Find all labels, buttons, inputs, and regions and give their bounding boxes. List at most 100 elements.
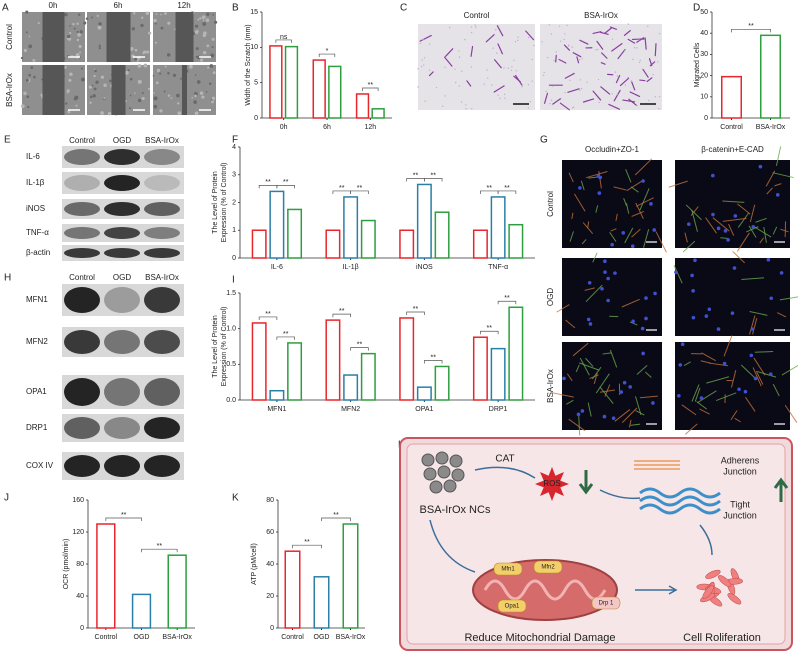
texture xyxy=(211,100,214,104)
nucleus xyxy=(743,389,748,394)
pore xyxy=(639,59,641,61)
x-tick-label: OGD xyxy=(134,634,150,641)
cell xyxy=(628,98,637,106)
texture xyxy=(98,22,102,26)
pore xyxy=(490,84,493,86)
micrograph xyxy=(418,24,535,110)
texture xyxy=(131,27,135,31)
y-axis-label: ATP (pM/cell) xyxy=(251,543,258,585)
pore xyxy=(614,71,617,73)
texture xyxy=(137,79,142,84)
y-tick-label: 1.0 xyxy=(226,326,236,333)
cell-signal xyxy=(582,222,594,235)
cell-signal xyxy=(730,410,738,420)
row-label: IL-1β xyxy=(26,178,45,187)
cell-signal xyxy=(751,225,772,238)
pore xyxy=(487,77,489,79)
pore xyxy=(448,26,451,29)
texture xyxy=(67,34,71,39)
pore xyxy=(422,39,424,41)
texture xyxy=(153,92,155,94)
texture xyxy=(30,66,34,70)
pore xyxy=(630,80,633,83)
blot-band xyxy=(64,287,100,313)
row-label: OPA1 xyxy=(26,387,47,396)
texture xyxy=(152,74,155,77)
blot-band xyxy=(64,175,100,191)
pore xyxy=(551,85,554,87)
fluorescence-image xyxy=(675,342,790,430)
ros-burst xyxy=(535,467,569,501)
texture xyxy=(26,95,30,98)
nucleus xyxy=(704,314,709,318)
nucleus xyxy=(732,266,737,270)
pore xyxy=(503,67,505,69)
cell-signal xyxy=(655,231,667,253)
texture xyxy=(65,102,68,105)
column-label: Occludin+ZO-1 xyxy=(585,145,640,154)
significance-bracket xyxy=(480,330,499,335)
pore xyxy=(442,105,444,107)
pore xyxy=(616,75,619,77)
cell xyxy=(648,58,653,67)
texture xyxy=(76,38,80,42)
pore xyxy=(627,76,629,79)
pore xyxy=(550,33,553,35)
texture xyxy=(100,111,104,115)
nucleus xyxy=(598,175,603,180)
bar xyxy=(284,550,301,629)
pore xyxy=(428,69,431,71)
row-label: iNOS xyxy=(26,204,45,213)
nanoparticle xyxy=(437,465,451,479)
blot-band xyxy=(64,330,100,354)
cell-signal xyxy=(578,414,581,436)
decrease-arrow xyxy=(578,470,594,495)
y-tick-label: 1.5 xyxy=(226,290,236,297)
y-tick-label: 50 xyxy=(700,9,708,16)
texture xyxy=(28,73,31,77)
blot-band xyxy=(144,455,180,477)
texture xyxy=(76,22,79,26)
cell-signal xyxy=(572,342,589,357)
cell-signal xyxy=(722,200,745,203)
bar xyxy=(360,219,376,259)
cell-signal xyxy=(565,319,576,329)
nucleus xyxy=(651,401,655,405)
blot-band xyxy=(64,227,100,239)
protein-label: Drp 1 xyxy=(599,601,614,607)
texture xyxy=(207,66,210,69)
blot-band xyxy=(104,455,140,477)
cell xyxy=(428,71,434,77)
pore xyxy=(638,61,641,64)
schematic-label: Tight xyxy=(730,499,750,509)
junction xyxy=(639,487,721,499)
bar xyxy=(251,322,267,401)
significance-bracket xyxy=(276,185,295,189)
nucleus xyxy=(768,372,773,376)
pore xyxy=(545,90,547,93)
pore xyxy=(647,25,649,27)
row-label: BSA-IrOx xyxy=(546,369,555,403)
y-tick-label: 20 xyxy=(266,593,274,600)
cell xyxy=(702,585,714,599)
blot-band xyxy=(64,149,100,165)
texture xyxy=(75,104,78,107)
texture xyxy=(134,48,138,52)
texture xyxy=(72,22,75,26)
significance-bracket xyxy=(350,190,369,194)
nucleus xyxy=(726,238,730,242)
significance-bracket xyxy=(424,178,443,182)
pore xyxy=(598,101,600,104)
cell-signal xyxy=(775,146,782,166)
cell-signal xyxy=(581,239,587,245)
texture xyxy=(20,56,24,60)
texture xyxy=(201,95,205,99)
nucleus xyxy=(677,393,681,398)
y-tick-label: 120 xyxy=(72,529,84,536)
panel-letter: A xyxy=(2,3,9,14)
texture xyxy=(124,70,129,75)
nucleus xyxy=(766,257,771,262)
pore xyxy=(553,59,555,62)
significance-label: ** xyxy=(748,23,754,30)
protein-tag xyxy=(533,560,563,574)
